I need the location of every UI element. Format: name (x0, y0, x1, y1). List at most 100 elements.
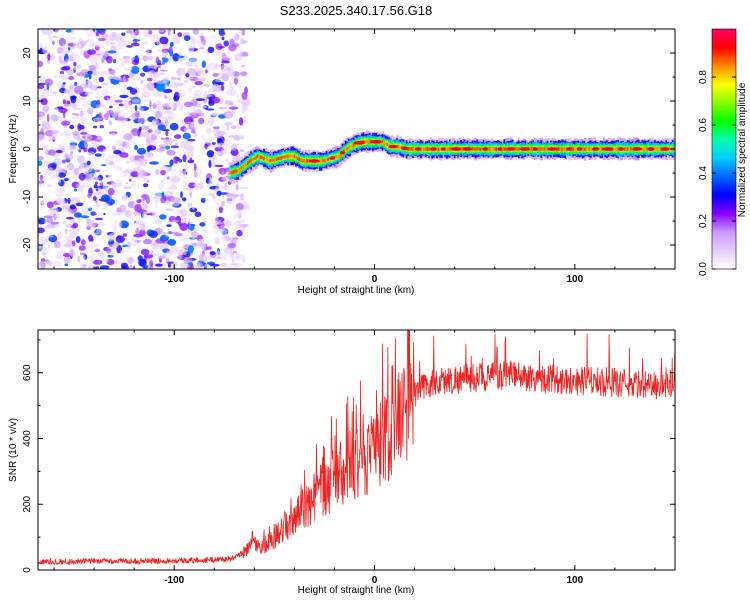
noise-blob (213, 258, 217, 262)
noise-blob (120, 262, 128, 268)
noise-blob (67, 145, 71, 150)
noise-blob (40, 248, 51, 254)
ridge-peak (429, 147, 437, 151)
noise-blob (205, 127, 213, 134)
ridge-peak (632, 147, 643, 151)
noise-blob (44, 78, 54, 86)
noise-blob (138, 102, 143, 108)
noise-blob (183, 35, 191, 41)
noise-blob (228, 106, 239, 110)
noise-blob (218, 206, 222, 209)
noise-blob (108, 32, 113, 38)
noise-blob (74, 85, 84, 95)
noise-blob (46, 29, 54, 36)
noise-blob (198, 117, 205, 125)
noise-blob (80, 215, 90, 219)
ridge-cell (474, 147, 478, 151)
noise-blob (231, 125, 237, 129)
noise-blob (180, 140, 191, 149)
noise-blob (190, 264, 194, 269)
colorbar-tick-label: 0.2 (698, 214, 709, 228)
ridge-cell (529, 147, 532, 151)
noise-blob (142, 203, 149, 209)
noise-blob (102, 202, 110, 211)
noise-blob (166, 103, 176, 111)
noise-blob (95, 53, 102, 56)
noise-blob (101, 194, 110, 203)
noise-blob (72, 196, 82, 200)
noise-blob (203, 84, 211, 87)
noise-blob (123, 66, 133, 71)
noise-blob (122, 101, 132, 108)
noise-blob (70, 249, 75, 258)
noise-blob (162, 76, 170, 84)
noise-blob (74, 212, 82, 218)
noise-blob (171, 178, 179, 181)
noise-blob (224, 128, 229, 136)
noise-blob (227, 51, 231, 57)
noise-blob (236, 93, 239, 99)
noise-blob (221, 60, 231, 64)
noise-blob (61, 120, 71, 126)
noise-blob (140, 248, 150, 256)
noise-blob (42, 105, 50, 113)
noise-blob (138, 258, 147, 267)
ridge-cell (237, 168, 241, 173)
noise-blob (221, 170, 225, 176)
ridge-cell (296, 156, 300, 161)
noise-blob (95, 86, 98, 91)
noise-blob (126, 86, 133, 91)
ridge-peak (592, 147, 600, 151)
noise-blob (152, 72, 160, 78)
noise-blob (48, 32, 51, 39)
ridge-cell (542, 147, 545, 151)
ridge-cell (251, 158, 255, 162)
ridge-cell (615, 147, 619, 151)
ridge-peak (400, 146, 409, 151)
noise-blob (179, 222, 188, 231)
ridge-cell (336, 154, 340, 159)
noise-blob (109, 102, 114, 106)
noise-blob (50, 221, 60, 225)
noise-blob (123, 91, 129, 95)
ridge-cell (479, 147, 483, 151)
noise-blob (183, 101, 193, 108)
noise-blob (94, 153, 102, 157)
noise-blob (113, 93, 117, 100)
noise-blob (217, 76, 225, 79)
noise-blob (52, 261, 62, 267)
noise-blob (140, 72, 146, 77)
ridge-peak (388, 144, 398, 149)
noise-blob (211, 96, 220, 104)
colorbar-gradient (711, 28, 737, 270)
noise-blob (160, 137, 166, 140)
noise-blob (63, 178, 69, 182)
noise-blob (46, 217, 54, 224)
noise-blob (211, 195, 216, 200)
noise-blob (185, 73, 190, 78)
ridge-cell (657, 147, 660, 151)
ridge-cell (473, 147, 476, 151)
noise-blob (229, 264, 237, 269)
noise-blob (70, 29, 76, 36)
noise-blob (166, 176, 170, 180)
ridge-cell (437, 147, 441, 151)
noise-blob (70, 95, 77, 100)
noise-blob (47, 184, 52, 187)
noise-blob (215, 215, 218, 224)
noise-blob (220, 262, 228, 268)
noise-blob (62, 43, 66, 50)
ridge-cell (477, 146, 481, 151)
noise-blob (165, 118, 169, 127)
noise-blob (130, 171, 139, 178)
ridge-cell (630, 147, 633, 151)
noise-blob (234, 220, 241, 229)
spectrogram-x-axis: -100 0 100 (53, 29, 656, 285)
noise-blob (71, 67, 81, 70)
ridge-cell (343, 149, 346, 153)
noise-blob (170, 76, 178, 81)
noise-blob (84, 140, 89, 149)
noise-blob (167, 263, 171, 268)
noise-blob (42, 46, 49, 54)
